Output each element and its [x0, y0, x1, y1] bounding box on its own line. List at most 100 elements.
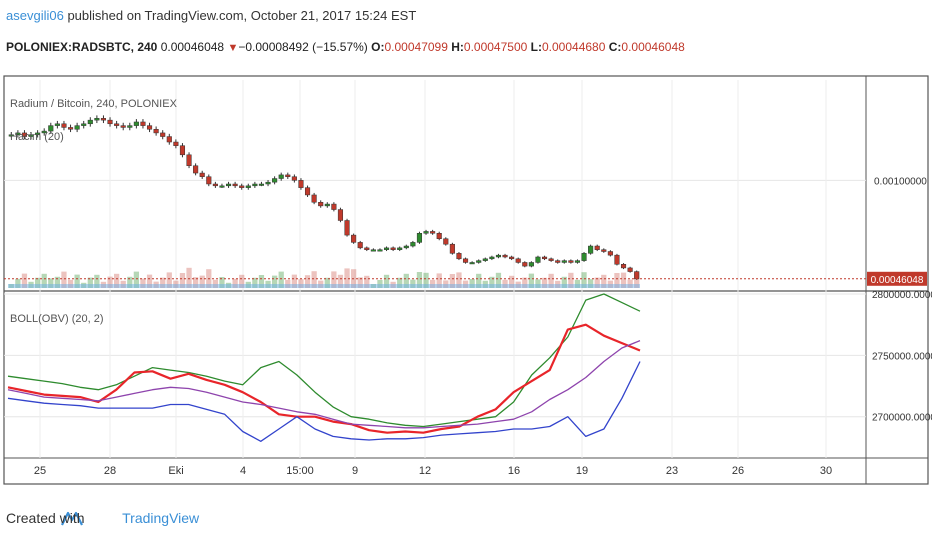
candle-body: [54, 123, 60, 126]
volume-bar: [212, 279, 219, 288]
candle-body: [67, 127, 74, 130]
volume-bar: [100, 281, 107, 288]
candle-body: [173, 141, 179, 146]
candle-body: [133, 121, 139, 126]
last-price-label: 0.00046048: [871, 275, 924, 286]
candle-body: [495, 254, 502, 258]
time-tick-label: 19: [576, 465, 588, 477]
candle-body: [522, 262, 528, 267]
boll-series-line: [7, 323, 641, 434]
volume-bar: [298, 279, 304, 288]
candle-body: [574, 260, 581, 263]
ticker-symbol: POLONIEX:RADSBTC, 240: [6, 40, 158, 54]
publisher-username[interactable]: asevgili06: [6, 8, 64, 23]
candle-body: [607, 251, 613, 256]
volume-bar: [634, 273, 640, 288]
open-label: O:: [371, 40, 385, 54]
volume-bar: [370, 284, 377, 288]
obv-tick-label: 2750000.0000: [872, 351, 932, 362]
volume-bar: [48, 278, 54, 288]
candle-body: [304, 187, 311, 196]
time-tick-label: 25: [34, 465, 46, 477]
volume-bar: [278, 271, 284, 288]
candle-body: [311, 194, 317, 203]
last-price-marker: [867, 271, 927, 286]
candle-body: [41, 130, 47, 134]
volume-bar: [127, 276, 133, 288]
candle-body: [364, 247, 370, 250]
high-value: 0.00047500: [463, 40, 528, 54]
tradingview-logo-icon[interactable]: [61, 511, 83, 526]
volume-bar: [535, 279, 541, 288]
candle-body: [15, 132, 21, 135]
boll-series-line: [7, 293, 641, 428]
candle-body: [482, 258, 488, 261]
volume-bar: [160, 277, 166, 288]
boll-series-line: [7, 361, 641, 442]
time-tick-label: 23: [666, 465, 678, 477]
time-tick-label: 28: [104, 465, 116, 477]
candle-body: [344, 220, 350, 236]
volume-bar: [522, 277, 528, 288]
volume-bar: [291, 274, 298, 288]
volume-bar: [620, 272, 627, 288]
volume-bar: [469, 279, 475, 288]
low-label: L:: [530, 40, 542, 54]
volume-bar: [8, 284, 14, 288]
close-label: C:: [608, 40, 622, 54]
candle-body: [423, 231, 429, 234]
volume-bar: [34, 277, 41, 288]
volume-bar: [41, 273, 47, 288]
candlesticks: [8, 115, 640, 280]
candle-body: [443, 238, 449, 245]
volume-bar: [186, 267, 192, 288]
candle-body: [153, 129, 159, 134]
candle-body: [298, 180, 304, 188]
candle-body: [397, 247, 403, 250]
candle-body: [278, 174, 284, 179]
candle-body: [87, 119, 93, 125]
time-tick-label: Eki: [168, 465, 183, 477]
volume-bar: [318, 280, 324, 288]
main-pane-title: Radium / Bitcoin, 240, POLONIEX: [10, 98, 178, 110]
candle-body: [219, 185, 225, 188]
candle-body: [186, 154, 192, 167]
volume-bar: [429, 279, 436, 288]
candle-body: [620, 264, 627, 269]
time-tick-label: 12: [419, 465, 431, 477]
time-tick-label: 16: [508, 465, 520, 477]
volume-bar: [239, 274, 245, 288]
volume-bar: [87, 277, 93, 288]
volume-bar: [245, 281, 251, 288]
volume-bar: [311, 271, 317, 288]
down-arrow-icon: ▼: [227, 42, 239, 54]
candle-body: [581, 253, 587, 261]
volume-bar: [258, 275, 265, 288]
tradingview-brand-link[interactable]: TradingView: [122, 510, 200, 526]
volume-bar: [410, 279, 416, 288]
candle-body: [206, 176, 212, 185]
candle-body: [160, 132, 166, 137]
candle-body: [403, 245, 409, 249]
volume-bar: [449, 274, 456, 288]
volume-bar: [15, 278, 21, 288]
obv-axis: 2800000.0000 2750000.0000 2700000.0000: [872, 290, 932, 424]
candle-body: [614, 254, 620, 265]
volume-bar: [397, 277, 403, 288]
time-tick-label: 30: [820, 465, 832, 477]
candle-body: [48, 125, 54, 132]
volume-bar: [331, 271, 337, 288]
volume-bar: [383, 274, 390, 288]
volume-bar: [107, 276, 113, 288]
candle-body: [8, 134, 14, 137]
candle-body: [370, 249, 376, 252]
candle-body: [416, 233, 423, 243]
volume-bar: [555, 280, 561, 288]
volume-bar: [166, 272, 172, 288]
volume-bar: [364, 275, 370, 288]
volume-bar: [113, 273, 120, 288]
volume-bar: [601, 274, 607, 288]
volume-bar: [61, 271, 67, 288]
volume-bar: [416, 272, 423, 288]
